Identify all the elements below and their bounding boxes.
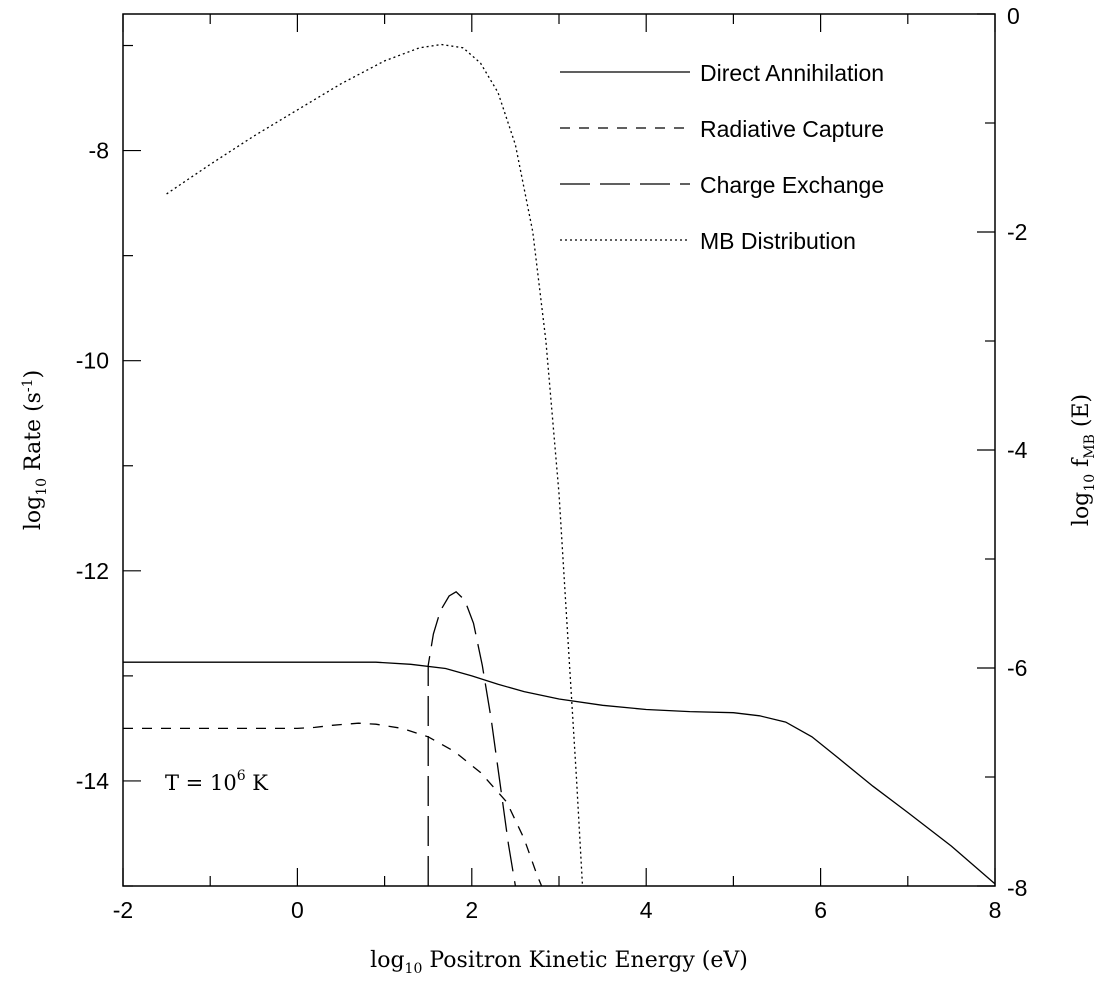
x-axis-title-pre: log bbox=[370, 948, 404, 973]
x-axis-title-sub: 10 bbox=[405, 961, 423, 977]
y-left-title-pre: log bbox=[21, 496, 46, 530]
y-right-tick-label: -8 bbox=[1007, 875, 1027, 901]
legend-label: Charge Exchange bbox=[700, 172, 884, 198]
series-line-mb-distribution bbox=[166, 43, 584, 887]
y-right-tick-label: 0 bbox=[1007, 3, 1020, 29]
y-left-tick-label: -14 bbox=[76, 768, 109, 794]
x-tick-label: -2 bbox=[113, 897, 133, 923]
y-left-title-sub: 10 bbox=[34, 478, 50, 496]
x-tick-label: 8 bbox=[989, 897, 1002, 923]
y-right-tick-label: -4 bbox=[1007, 437, 1028, 463]
annotation-pre: T = 10 bbox=[165, 771, 237, 795]
plot-frame bbox=[122, 13, 996, 887]
y-left-tick-label: -8 bbox=[89, 138, 109, 164]
y-left-title-post: ) bbox=[21, 370, 46, 379]
x-axis-title-post: Positron Kinetic Energy (eV) bbox=[422, 948, 747, 973]
y-left-title-mid: Rate (s bbox=[21, 392, 46, 478]
y-right-title-sub: 10 bbox=[1082, 474, 1098, 492]
y-right-title-pre: log bbox=[1069, 492, 1094, 526]
temperature-annotation: T = 106 K bbox=[165, 768, 268, 795]
x-tick-label: 4 bbox=[640, 897, 653, 923]
series-line-charge-exchange bbox=[427, 590, 517, 887]
y-right-title-mid: f bbox=[1069, 457, 1094, 474]
legend-label: Radiative Capture bbox=[700, 116, 884, 142]
series-line-radiative-capture bbox=[123, 722, 543, 887]
y-right-title-post: (E) bbox=[1069, 394, 1094, 434]
y-left-tick-label: -12 bbox=[76, 558, 109, 584]
annotation-sup: 6 bbox=[237, 768, 246, 784]
y-left-axis-title: log10 Rate (s-1) bbox=[20, 370, 50, 530]
x-axis-title: log10 Positron Kinetic Energy (eV) bbox=[370, 948, 748, 977]
y-right-tick-label: -2 bbox=[1007, 219, 1027, 245]
y-left-title-sup: -1 bbox=[20, 378, 36, 392]
series-line-direct-annihilation bbox=[123, 661, 996, 885]
x-tick-label: 2 bbox=[465, 897, 478, 923]
y-right-tick-label: -6 bbox=[1007, 655, 1027, 681]
y-right-title-sub2: MB bbox=[1082, 434, 1098, 459]
legend-label: MB Distribution bbox=[700, 228, 856, 254]
series-layer bbox=[123, 43, 996, 887]
tick-labels: -2 0 2 4 6 8-8-10-12-140-2-4-6-8 bbox=[76, 3, 1028, 923]
y-left-tick-label: -10 bbox=[76, 348, 109, 374]
x-tick-label: 0 bbox=[291, 897, 304, 923]
annotation-post: K bbox=[246, 771, 269, 795]
legend: Direct Annihilation Radiative Capture Char… bbox=[560, 60, 884, 254]
x-tick-label: 6 bbox=[814, 897, 827, 923]
tick-marks bbox=[122, 13, 996, 887]
legend-label: Direct Annihilation bbox=[700, 60, 884, 86]
y-right-axis-title: log10 fMB (E) bbox=[1069, 394, 1098, 526]
